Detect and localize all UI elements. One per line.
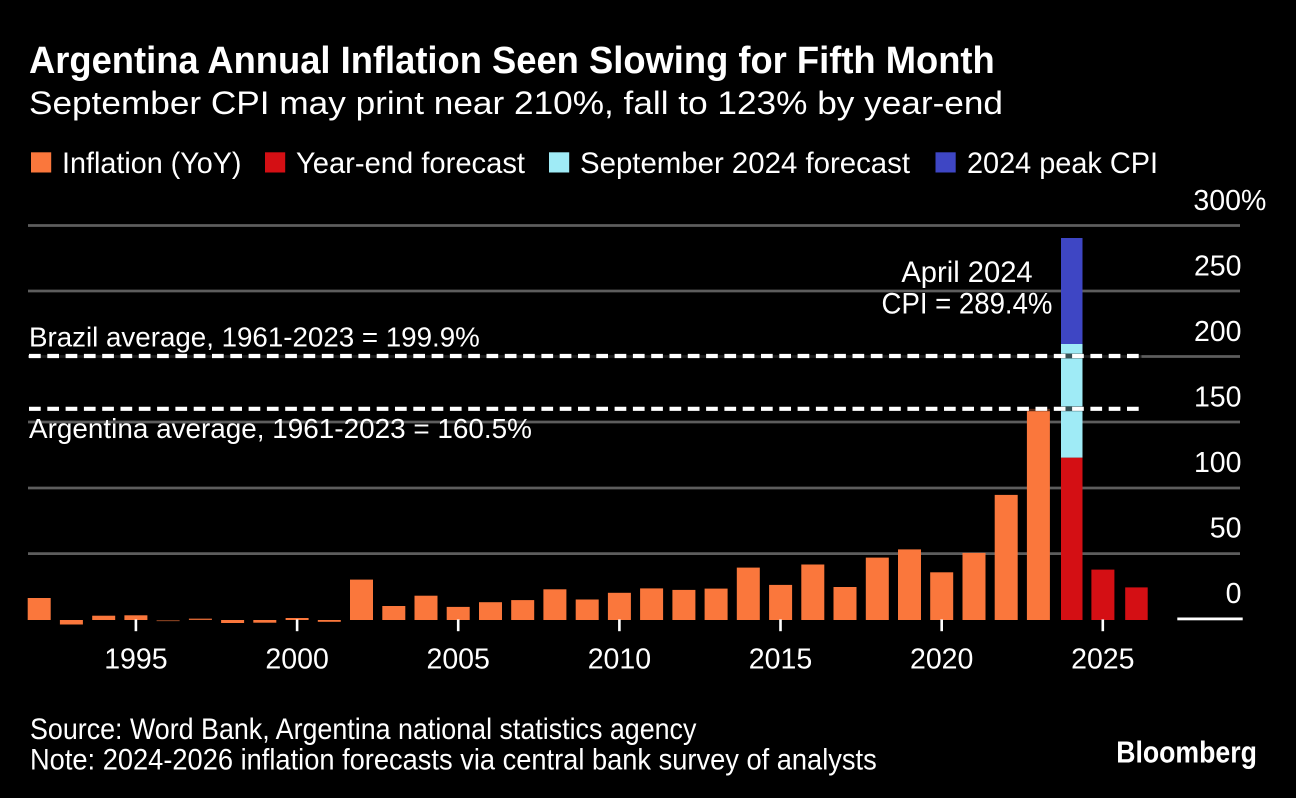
svg-text:150: 150 [1194, 381, 1242, 413]
svg-text:Brazil average, 1961-2023 = 19: Brazil average, 1961-2023 = 199.9% [29, 321, 480, 352]
svg-text:300%: 300% [1193, 185, 1266, 217]
svg-text:50: 50 [1210, 512, 1242, 544]
svg-text:Year-end forecast: Year-end forecast [296, 147, 526, 180]
svg-text:2015: 2015 [749, 644, 812, 676]
svg-text:Inflation (YoY): Inflation (YoY) [62, 147, 242, 180]
svg-text:Source: Word Bank, Argentina n: Source: Word Bank, Argentina national st… [30, 713, 696, 746]
svg-text:2020: 2020 [910, 644, 973, 676]
svg-text:1995: 1995 [104, 644, 167, 676]
svg-text:0: 0 [1226, 578, 1242, 610]
svg-text:CPI = 289.4%: CPI = 289.4% [882, 287, 1053, 320]
svg-text:2024 peak CPI: 2024 peak CPI [967, 147, 1158, 180]
svg-text:April 2024: April 2024 [901, 256, 1032, 289]
svg-text:Argentina Annual Inflation See: Argentina Annual Inflation Seen Slowing … [29, 40, 995, 82]
svg-text:2000: 2000 [265, 644, 328, 676]
svg-text:September CPI may print near 2: September CPI may print near 210%, fall … [29, 85, 1003, 121]
svg-text:100: 100 [1194, 447, 1242, 479]
svg-text:September 2024 forecast: September 2024 forecast [580, 147, 911, 180]
svg-text:Argentina average, 1961-2023 =: Argentina average, 1961-2023 = 160.5% [29, 413, 532, 444]
svg-text:2010: 2010 [588, 644, 651, 676]
svg-text:2025: 2025 [1071, 644, 1134, 676]
svg-text:250: 250 [1194, 250, 1242, 282]
svg-text:Note: 2024-2026 inflation fore: Note: 2024-2026 inflation forecasts via … [30, 743, 877, 776]
svg-text:200: 200 [1194, 316, 1242, 348]
svg-text:2005: 2005 [426, 644, 489, 676]
svg-text:Bloomberg: Bloomberg [1116, 735, 1257, 770]
